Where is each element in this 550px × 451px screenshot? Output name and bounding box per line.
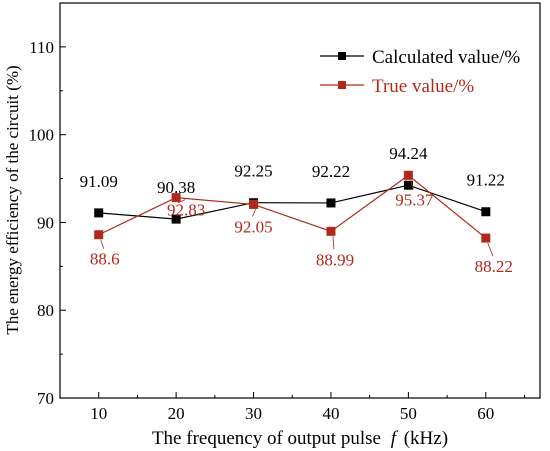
data-label-calculated: 94.24: [389, 144, 428, 163]
legend-marker-true: [338, 81, 346, 89]
data-point-true: [249, 199, 259, 209]
legend-label-true: True value/%: [372, 76, 474, 97]
data-point-true: [94, 230, 104, 240]
x-axis-label-variable: f: [391, 428, 399, 449]
data-point-true: [171, 193, 181, 203]
data-label-true: 92.83: [167, 201, 205, 220]
data-label-true: 95.37: [395, 190, 434, 209]
x-tick-label: 30: [245, 404, 262, 423]
x-tick-label: 40: [322, 404, 339, 423]
y-tick-label: 100: [29, 126, 55, 145]
axis-ticks: 10 20 30 40 50 60 70 80 90 100 110: [29, 38, 526, 423]
data-label-true: 88.6: [90, 250, 120, 269]
data-label-calculated: 90.38: [157, 178, 195, 197]
data-label-leader: [100, 239, 105, 249]
data-point-true: [326, 226, 336, 236]
y-tick-label: 70: [37, 389, 54, 408]
series-line-calculated: [98, 184, 487, 220]
data-label-calculated: 92.22: [312, 162, 350, 181]
data-label-true: 92.05: [234, 217, 272, 236]
data-label-leader: [487, 242, 494, 257]
x-tick-label: 50: [400, 404, 417, 423]
x-axis-label-text: The frequency of output pulse: [152, 428, 381, 449]
y-tick-label: 110: [29, 38, 54, 57]
y-axis-label: The energy efficiency of the circuit (%): [3, 65, 22, 334]
data-point-calculated: [403, 180, 413, 190]
data-label-true: 88.22: [475, 257, 513, 276]
x-axis-label-unit: (kHz): [404, 428, 448, 449]
data-label-calculated: 91.22: [467, 171, 505, 190]
data-label-leader: [252, 209, 256, 217]
legend-marker-calculated: [338, 52, 346, 60]
series-layer: 91.09 90.38 92.25 92.22 94.24 91.22 88.6 92.83 9…: [80, 144, 513, 276]
x-tick-label: 10: [90, 404, 107, 423]
data-label-true: 88.99: [316, 250, 354, 269]
data-point-calculated: [94, 208, 104, 218]
legend: Calculated value/% True value/%: [320, 47, 520, 97]
data-label-calculated: 91.09: [80, 172, 118, 191]
data-point-calculated: [326, 198, 336, 208]
data-point-calculated: [481, 207, 491, 217]
data-point-true: [481, 233, 491, 243]
data-point-calculated: [171, 214, 181, 224]
x-tick-label: 20: [168, 404, 185, 423]
y-tick-label: 90: [37, 213, 54, 232]
plot-frame: [59, 2, 541, 399]
series-line-true: [98, 174, 487, 239]
x-axis-label: The frequency of output pulse f (kHz): [152, 428, 448, 449]
legend-label-calculated: Calculated value/%: [372, 47, 520, 68]
data-label-leader: [410, 180, 414, 190]
data-label-calculated: 92.25: [234, 162, 272, 181]
x-tick-label: 60: [477, 404, 494, 423]
data-label-leader: [332, 236, 335, 250]
y-tick-label: 80: [37, 301, 54, 320]
data-point-true: [403, 170, 413, 180]
data-label-leader: [177, 199, 186, 203]
